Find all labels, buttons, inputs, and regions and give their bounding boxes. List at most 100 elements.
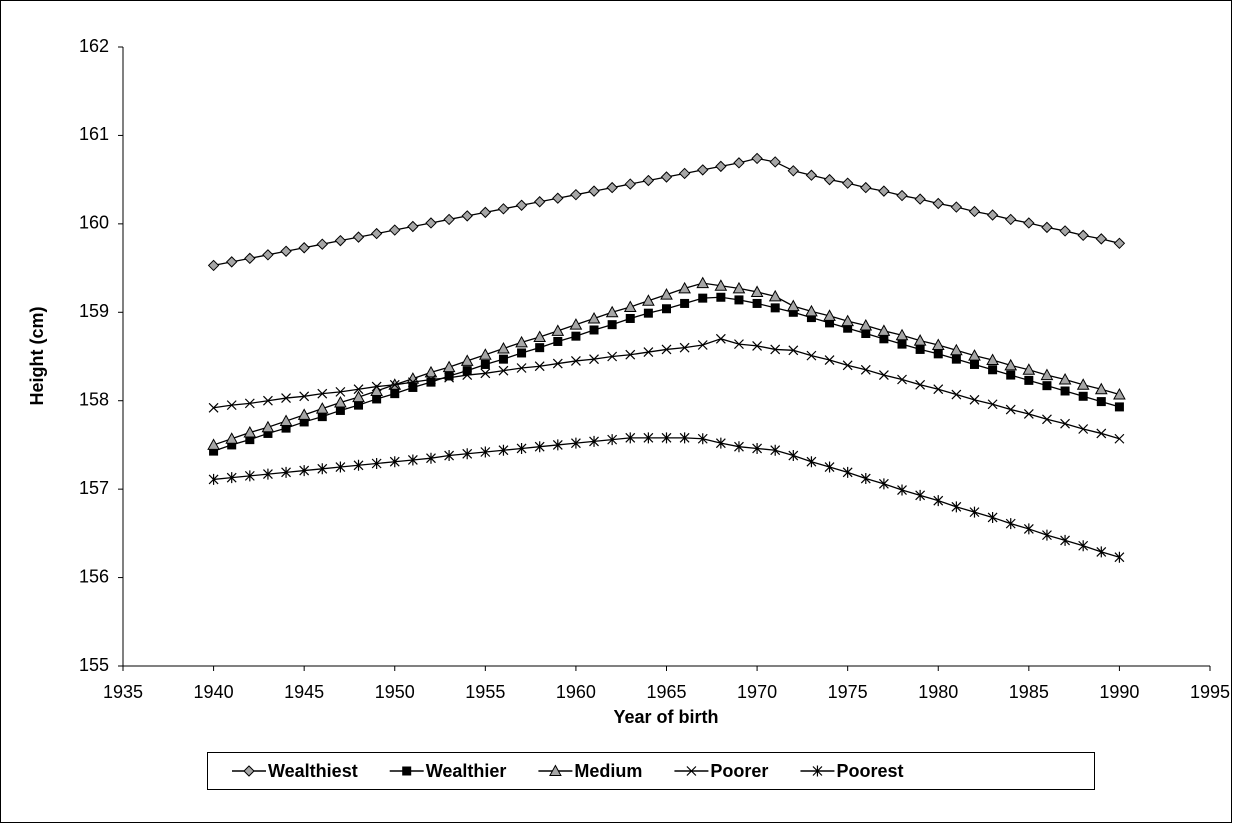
marker xyxy=(371,381,382,392)
marker xyxy=(860,181,872,194)
marker xyxy=(407,377,418,388)
marker xyxy=(478,348,492,360)
marker xyxy=(480,368,491,379)
marker xyxy=(534,361,545,372)
marker xyxy=(950,201,963,213)
marker xyxy=(860,473,871,485)
marker xyxy=(643,308,653,318)
marker xyxy=(552,192,564,204)
marker xyxy=(353,384,364,395)
marker xyxy=(606,181,618,194)
legend-entry: Poorer xyxy=(674,761,768,781)
marker xyxy=(1042,414,1052,425)
marker xyxy=(244,252,256,265)
marker xyxy=(968,349,981,361)
marker xyxy=(625,432,636,444)
marker xyxy=(335,405,345,415)
marker xyxy=(389,379,400,390)
marker xyxy=(969,394,980,405)
marker xyxy=(498,365,509,376)
marker xyxy=(1077,229,1089,242)
marker xyxy=(950,343,963,356)
marker xyxy=(298,242,310,254)
marker xyxy=(607,320,617,330)
marker xyxy=(734,295,744,305)
y-tick-label: 158 xyxy=(79,389,109,409)
marker xyxy=(660,288,673,300)
marker xyxy=(895,328,909,341)
marker xyxy=(697,340,708,350)
x-tick-label: 1960 xyxy=(556,682,596,702)
marker xyxy=(389,456,400,468)
marker xyxy=(715,437,726,449)
marker xyxy=(281,466,291,478)
legend-entry: Wealthiest xyxy=(232,761,358,781)
marker xyxy=(1078,540,1089,552)
marker xyxy=(642,174,655,187)
marker xyxy=(315,402,329,414)
marker xyxy=(824,461,835,473)
marker xyxy=(716,292,726,302)
marker xyxy=(1060,386,1070,396)
marker xyxy=(913,334,927,346)
marker xyxy=(679,342,690,353)
marker xyxy=(335,386,346,397)
marker xyxy=(516,363,527,373)
marker xyxy=(462,448,473,460)
marker xyxy=(733,157,745,169)
marker xyxy=(371,457,382,469)
marker xyxy=(931,338,945,351)
marker xyxy=(661,432,672,444)
y-tick-label: 157 xyxy=(79,478,109,498)
marker xyxy=(1078,391,1088,401)
marker xyxy=(750,285,764,297)
marker xyxy=(570,437,581,449)
marker xyxy=(933,384,944,395)
marker xyxy=(243,426,257,438)
marker xyxy=(623,300,637,312)
marker xyxy=(770,444,781,456)
marker xyxy=(1078,424,1089,434)
marker xyxy=(1114,551,1125,563)
marker xyxy=(1096,397,1106,407)
marker xyxy=(859,319,873,331)
x-tick-label: 1950 xyxy=(375,682,415,702)
marker xyxy=(751,152,763,165)
marker xyxy=(897,374,907,385)
marker xyxy=(533,196,546,208)
marker xyxy=(860,364,871,375)
marker xyxy=(444,371,454,381)
marker xyxy=(354,400,364,410)
marker xyxy=(515,199,528,211)
marker xyxy=(732,281,746,294)
marker xyxy=(372,394,382,404)
marker xyxy=(316,238,328,250)
marker xyxy=(497,342,510,354)
marker xyxy=(225,256,238,268)
marker xyxy=(805,169,818,181)
marker xyxy=(442,360,456,373)
marker xyxy=(571,331,581,341)
marker xyxy=(805,304,818,317)
marker xyxy=(697,433,708,445)
marker xyxy=(660,171,673,183)
marker xyxy=(353,459,364,471)
marker xyxy=(207,259,220,272)
marker xyxy=(696,276,710,289)
marker xyxy=(334,395,347,408)
marker xyxy=(1114,433,1125,444)
marker xyxy=(297,408,311,420)
marker xyxy=(806,456,817,468)
marker xyxy=(752,298,762,308)
x-tick-label: 1935 xyxy=(103,682,143,702)
marker xyxy=(841,314,855,327)
marker xyxy=(1022,363,1036,375)
marker xyxy=(1113,387,1126,400)
marker xyxy=(208,402,219,413)
marker xyxy=(878,185,890,197)
marker xyxy=(244,398,255,409)
marker xyxy=(553,336,563,346)
marker xyxy=(535,343,545,353)
marker xyxy=(461,210,473,222)
marker xyxy=(1113,237,1126,250)
